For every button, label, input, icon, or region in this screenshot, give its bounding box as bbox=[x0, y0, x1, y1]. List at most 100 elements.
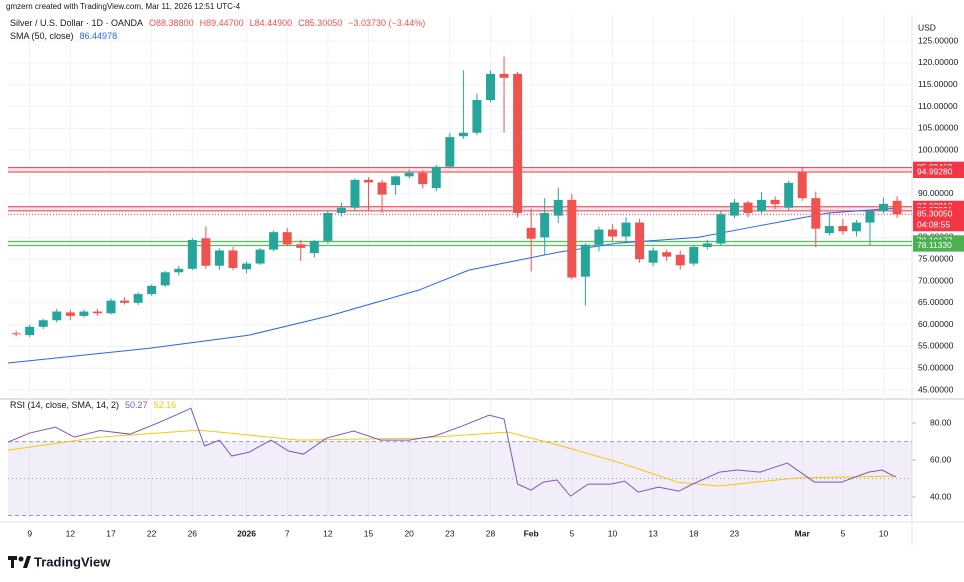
level-tag bbox=[913, 239, 964, 252]
candle-body bbox=[133, 294, 143, 303]
legend-item: 86.44978 bbox=[80, 31, 118, 41]
candle-body bbox=[540, 212, 550, 238]
candle-body bbox=[797, 171, 807, 199]
candles bbox=[11, 56, 902, 337]
x-tick-label: 12 bbox=[323, 528, 333, 538]
candle-body bbox=[92, 311, 102, 314]
candle-body bbox=[811, 198, 821, 229]
candle-body bbox=[52, 311, 62, 321]
candle-body bbox=[269, 232, 279, 250]
rsi-sma-line bbox=[7, 429, 896, 487]
y-tick-label: 50.00000 bbox=[918, 362, 954, 372]
countdown: 04:08:55 bbox=[917, 220, 950, 230]
y-tick-label: 75.00000 bbox=[918, 253, 954, 263]
logo-part bbox=[11, 556, 14, 568]
candle-body bbox=[675, 254, 685, 266]
sma-line bbox=[7, 207, 896, 364]
candle-body bbox=[851, 222, 861, 232]
legend: Silver / U.S. Dollar · 1D · OANDA O88.388… bbox=[10, 18, 425, 28]
y-tick-label: 105.00000 bbox=[918, 123, 958, 133]
candle-body bbox=[25, 326, 35, 336]
candle-body bbox=[729, 202, 739, 216]
candle-body bbox=[865, 211, 875, 223]
y-tick-label: 110.00000 bbox=[918, 101, 958, 111]
candle-body bbox=[11, 333, 21, 335]
x-tick-label: 10 bbox=[879, 528, 889, 538]
brand: TradingView bbox=[34, 554, 111, 569]
y-tick-label: 115.00000 bbox=[918, 79, 958, 89]
candle-body bbox=[824, 226, 834, 234]
candle-body bbox=[214, 250, 224, 266]
last-price-tag bbox=[913, 208, 964, 232]
legend-item: RSI (14, close, SMA, 14, 2) bbox=[10, 400, 119, 410]
candle-body bbox=[445, 137, 455, 167]
x-tick-label: 17 bbox=[106, 528, 116, 538]
candle-body bbox=[65, 312, 75, 316]
rsi-legend: RSI (14, close, SMA, 14, 2) 50.27 52.16 bbox=[10, 400, 176, 410]
legend-item: L84.44900 bbox=[250, 18, 293, 28]
candle-body bbox=[391, 176, 401, 186]
x-tick-label: 18 bbox=[689, 528, 699, 538]
candle-body bbox=[743, 202, 753, 213]
logo-part bbox=[23, 556, 31, 568]
attribution: gmzern created with TradingView.com, Mar… bbox=[6, 2, 241, 11]
x-tick-label: 5 bbox=[569, 528, 574, 538]
candle-body bbox=[106, 300, 116, 314]
candle-body bbox=[404, 172, 414, 177]
candle-body bbox=[513, 73, 523, 213]
candle-body bbox=[255, 249, 265, 264]
candle-body bbox=[892, 200, 902, 215]
candle-body bbox=[364, 179, 374, 183]
candle-body bbox=[296, 244, 306, 248]
candle-body bbox=[187, 240, 197, 269]
x-tick-label: Mar bbox=[795, 528, 811, 538]
x-tick-label: 9 bbox=[27, 528, 32, 538]
y-tick-label: 60.00000 bbox=[918, 319, 954, 329]
candle-body bbox=[38, 320, 48, 327]
legend-item: 52.16 bbox=[154, 400, 177, 410]
candle-body bbox=[323, 212, 333, 241]
level-band bbox=[8, 241, 912, 246]
x-tick-label: 22 bbox=[147, 528, 157, 538]
x-tick-label: 7 bbox=[285, 528, 290, 538]
candle-body bbox=[472, 100, 482, 133]
candle-body bbox=[594, 229, 604, 245]
candle-body bbox=[309, 240, 319, 254]
candle-body bbox=[770, 199, 780, 205]
candle-body bbox=[635, 222, 645, 260]
candle-body bbox=[648, 250, 658, 263]
level-tag bbox=[913, 166, 964, 179]
legend-item: C85.30050 bbox=[298, 18, 342, 28]
level-label: 78.11330 bbox=[917, 240, 952, 250]
x-tick-label: 12 bbox=[66, 528, 76, 538]
candle-body bbox=[377, 182, 387, 195]
candle-body bbox=[607, 229, 617, 237]
x-tick-label: 5 bbox=[841, 528, 846, 538]
candle-body bbox=[120, 300, 130, 303]
logo-part bbox=[18, 556, 24, 562]
y-tick-label: 125.00000 bbox=[918, 35, 958, 45]
candle-body bbox=[757, 199, 767, 212]
level-band bbox=[8, 206, 912, 211]
rsi-tick-label: 40.00 bbox=[930, 491, 952, 501]
level-label: 94.99280 bbox=[917, 166, 953, 176]
legend-item: −3.03730 (−3.44%) bbox=[348, 18, 425, 28]
y-tick-label: 90.00000 bbox=[918, 188, 954, 198]
candle-body bbox=[79, 311, 89, 316]
legend-item: H89.44700 bbox=[200, 18, 244, 28]
candle-body bbox=[879, 203, 889, 212]
x-tick-label: Feb bbox=[524, 528, 539, 538]
candle-body bbox=[838, 226, 848, 232]
rsi-line bbox=[7, 407, 896, 497]
candle-body bbox=[228, 250, 238, 268]
candle-body bbox=[689, 246, 699, 264]
y-tick-label: 120.00000 bbox=[918, 57, 958, 67]
x-tick-label: 23 bbox=[730, 528, 740, 538]
sma-legend: SMA (50, close) 86.44978 bbox=[10, 31, 117, 41]
candle-body bbox=[147, 285, 157, 295]
candle-body bbox=[553, 199, 563, 216]
legend-item: 50.27 bbox=[125, 400, 148, 410]
candle-body bbox=[621, 222, 631, 237]
